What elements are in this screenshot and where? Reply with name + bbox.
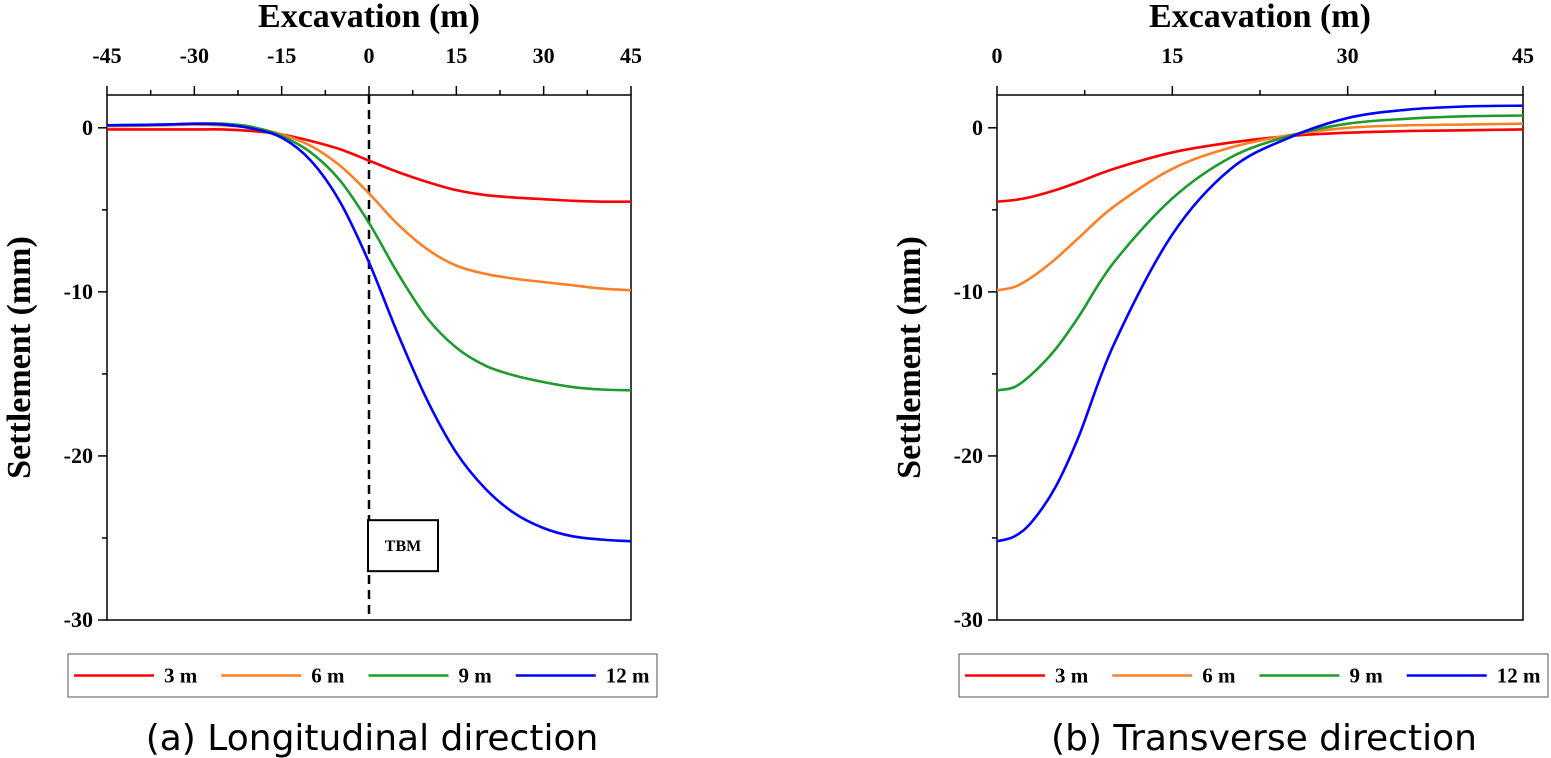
x-axis-title: Excavation (m)	[258, 0, 480, 35]
y-tick-label: -10	[954, 279, 983, 304]
x-tick-label: 0	[364, 43, 375, 68]
y-tick-label: -20	[954, 443, 983, 468]
x-tick-label: -15	[267, 43, 296, 68]
series-line-3m	[997, 128, 1523, 203]
x-tick-label: 0	[992, 43, 1003, 68]
x-tick-label: 30	[533, 43, 555, 68]
y-axis-title: Settlement (mm)	[891, 236, 928, 479]
chart-panel-b: 0 15 30 45 0 -10 -20 -30 Excavation (m) Settlemen…	[891, 0, 1549, 758]
x-tick-label: 45	[1512, 43, 1534, 68]
series-line-9m	[997, 114, 1523, 392]
y-tick-label: -20	[64, 443, 93, 468]
plot-frame	[996, 94, 1524, 621]
x-tick-label: 45	[620, 43, 642, 68]
y-tick-label: -30	[954, 607, 983, 632]
x-tick-label: 15	[1161, 43, 1183, 68]
x-axis-title: Excavation (m)	[1149, 0, 1371, 35]
series-line-6m	[997, 122, 1523, 292]
y-tick-label: 0	[972, 115, 983, 140]
panel-caption: (a) Longitudinal direction	[146, 718, 599, 758]
legend-label: 3 m	[164, 664, 198, 688]
x-tick-label: -45	[92, 43, 121, 68]
y-axis-title: Settlement (mm)	[1, 236, 38, 479]
series-line-12m	[107, 122, 631, 543]
legend-label: 6 m	[311, 664, 345, 688]
legend-label: 3 m	[1055, 664, 1089, 688]
x-tick-label: -30	[180, 43, 209, 68]
chart-panel-a: -45 -30 -15 0 15 30 45 0 -10 -20 -30 Excavation (m)…	[1, 0, 658, 758]
y-tick-label: -30	[64, 607, 93, 632]
panel-caption: (b) Transverse direction	[1051, 718, 1477, 758]
legend-label: 6 m	[1202, 664, 1236, 688]
legend-label: 12 m	[1497, 664, 1541, 688]
y-tick-label: 0	[82, 115, 93, 140]
legend-label: 12 m	[606, 664, 650, 688]
tbm-annotation-label: TBM	[385, 538, 421, 555]
series-line-12m	[997, 104, 1523, 543]
x-tick-label: 30	[1337, 43, 1359, 68]
y-tick-label: -10	[64, 279, 93, 304]
legend-label: 9 m	[1350, 664, 1384, 688]
legend-label: 9 m	[459, 664, 493, 688]
tbm-annotation-box	[367, 519, 439, 573]
x-tick-label: 15	[445, 43, 467, 68]
legend: 3 m 6 m 9 m 12 m	[67, 653, 658, 698]
legend: 3 m 6 m 9 m 12 m	[958, 653, 1549, 698]
series-line-3m	[107, 128, 631, 204]
